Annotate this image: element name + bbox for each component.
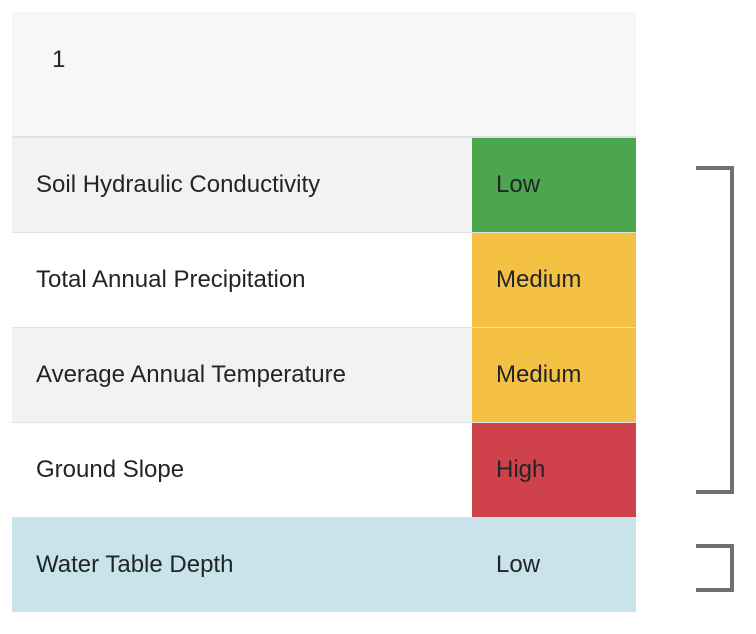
table-row: Total Annual Precipitation Medium [12,233,636,328]
table-row: Ground Slope High [12,423,636,518]
row-label: Water Table Depth [36,551,234,578]
row-label: Total Annual Precipitation [36,266,306,293]
header-cell: 1 [52,46,66,73]
table-row: Average Annual Temperature Medium [12,328,636,423]
rating-cell: Low [496,551,541,578]
rating-cell: Medium [472,233,636,327]
table-header: 1 [12,12,636,138]
group-bracket [696,166,734,494]
row-label: Average Annual Temperature [36,361,346,388]
rating-cell: High [472,423,636,517]
single-bracket [696,544,734,592]
table-row: Soil Hydraulic Conductivity Low [12,138,636,233]
rating-cell: Low [472,138,636,232]
row-label: Soil Hydraulic Conductivity [36,171,321,198]
row-label: Ground Slope [36,456,185,483]
results-table: 1 Soil Hydraulic Conductivity Low Total … [12,12,636,612]
rating-cell: Medium [472,328,636,422]
table-row-highlight: Water Table Depth Low [12,518,636,612]
